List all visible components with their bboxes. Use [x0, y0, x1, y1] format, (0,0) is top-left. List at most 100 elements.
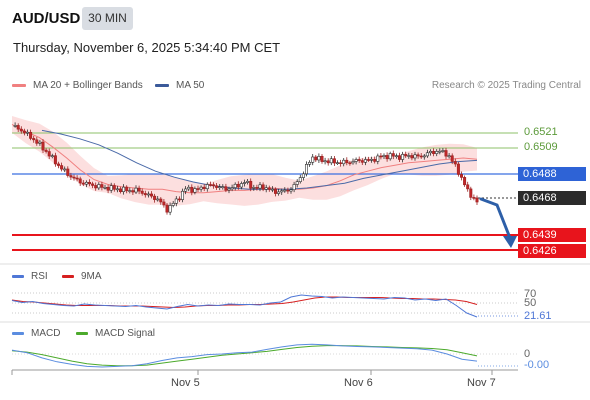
- resistance-2-label: 0.6521: [524, 126, 558, 138]
- candle-body: [63, 168, 67, 171]
- candle-body: [329, 158, 333, 164]
- macd-signal-line: [11, 345, 478, 367]
- candle-body: [112, 185, 116, 190]
- candle-body: [184, 188, 188, 192]
- candle-body: [122, 186, 126, 192]
- candle-body: [224, 186, 228, 191]
- candle-body: [153, 195, 157, 200]
- candle-body: [357, 159, 361, 161]
- candle-body: [469, 188, 473, 198]
- candle-body: [205, 184, 209, 190]
- candle-body: [317, 156, 321, 161]
- candle-body: [128, 190, 132, 192]
- candle-body: [332, 158, 336, 164]
- legend-rsi: RSI: [12, 271, 48, 282]
- chart-header: AUD/USD 30 MIN Thursday, November 6, 202…: [0, 0, 590, 70]
- ma50-swatch: [155, 84, 169, 87]
- candle-body: [156, 198, 160, 201]
- candle-body: [391, 153, 395, 157]
- candle-body: [270, 188, 274, 191]
- x-axis-label-nov6: Nov 6: [344, 377, 373, 389]
- candle-body: [267, 187, 271, 190]
- candle-body: [187, 186, 191, 190]
- candle-body: [218, 186, 222, 189]
- candle-body: [258, 184, 262, 189]
- candle-body: [360, 160, 364, 163]
- candle-body: [264, 187, 268, 190]
- candle-body: [441, 150, 445, 152]
- candle-body: [335, 162, 339, 164]
- candle-body: [72, 176, 76, 179]
- candle-body: [252, 187, 256, 189]
- candle-body: [208, 184, 212, 186]
- bollinger-band-fill: [12, 116, 477, 206]
- candle-body: [438, 150, 442, 153]
- candle-body: [456, 163, 460, 175]
- candle-body: [150, 193, 154, 197]
- candle-body: [345, 159, 349, 164]
- candle-body: [35, 139, 39, 144]
- candle-body: [463, 177, 467, 186]
- candle-body: [44, 149, 48, 152]
- candle-body: [379, 155, 383, 158]
- candle-body: [230, 187, 234, 190]
- candle-body: [342, 159, 346, 165]
- candle-body: [280, 190, 284, 193]
- candle-body: [137, 187, 141, 192]
- last-price-tag: 0.6468: [518, 191, 586, 205]
- candle-body: [236, 183, 240, 188]
- candle-body: [50, 155, 54, 157]
- candle-body: [314, 156, 318, 161]
- candle-body: [419, 155, 423, 158]
- candle-body: [394, 155, 398, 157]
- candle-body: [348, 162, 352, 165]
- candle-body: [47, 151, 51, 157]
- candle-body: [143, 193, 147, 196]
- legend-rsi-label: RSI: [31, 271, 48, 282]
- candle-body: [376, 155, 380, 162]
- candle-body: [459, 174, 463, 178]
- ma20-swatch: [12, 84, 26, 87]
- candle-body: [119, 188, 123, 192]
- candle-body: [444, 150, 448, 157]
- candle-body: [373, 159, 377, 162]
- candle-body: [19, 128, 23, 132]
- timeframe-button[interactable]: 30 MIN: [82, 7, 133, 30]
- candle-body: [385, 155, 389, 160]
- candle-body: [422, 155, 426, 158]
- candle-body: [286, 189, 290, 192]
- candle-body: [277, 191, 281, 194]
- candle-body: [227, 188, 231, 191]
- candle-body: [450, 155, 454, 162]
- candle-body: [298, 177, 302, 182]
- candle-body: [388, 153, 392, 160]
- candle-body: [125, 186, 129, 192]
- candle-body: [425, 152, 429, 157]
- candle-body: [249, 180, 253, 189]
- candle-body: [401, 154, 405, 160]
- candle-body: [165, 204, 169, 213]
- candle-body: [38, 141, 42, 144]
- candle-body: [75, 177, 79, 180]
- candle-body: [404, 154, 408, 157]
- candle-body: [311, 156, 315, 163]
- candle-body: [202, 186, 206, 190]
- ma20-line: [11, 123, 478, 194]
- candle-body: [181, 190, 185, 200]
- candle-body: [326, 160, 330, 164]
- symbol-title: AUD/USD: [12, 10, 81, 27]
- candle-body: [354, 159, 358, 162]
- candle-body: [41, 141, 45, 151]
- candle-body: [91, 183, 95, 186]
- candle-body: [146, 193, 150, 196]
- candle-body: [66, 168, 70, 176]
- candle-body: [60, 165, 64, 170]
- legend-macd: MACD: [12, 328, 60, 339]
- candle-body: [246, 180, 250, 183]
- support-2-tag: 0.6426: [518, 244, 586, 258]
- candle-body: [370, 159, 374, 161]
- macd-swatch: [12, 332, 24, 335]
- candle-body: [22, 130, 26, 134]
- candle-body: [320, 156, 324, 162]
